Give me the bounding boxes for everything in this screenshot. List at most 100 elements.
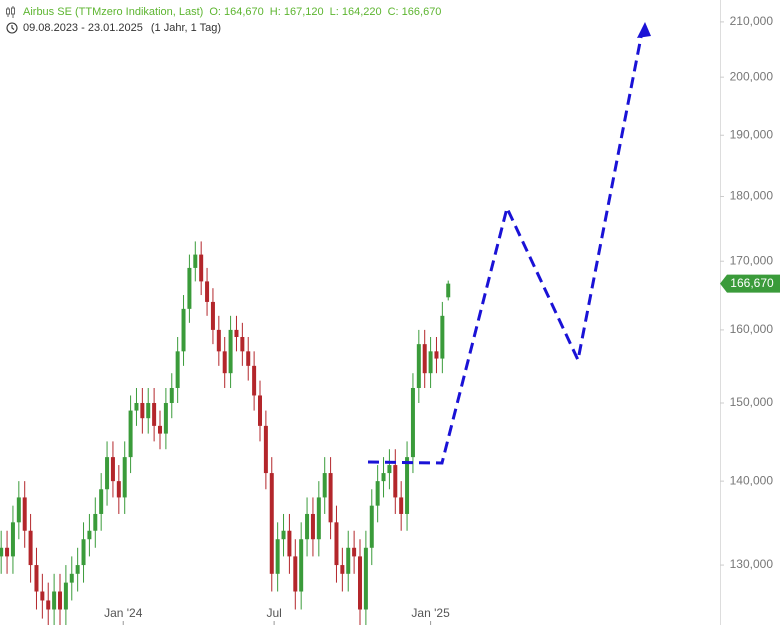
candle-body <box>269 473 274 574</box>
y-tick-label: 210,000 <box>730 14 774 28</box>
candle-body <box>63 582 68 610</box>
candle-body <box>334 522 339 566</box>
candle-body <box>287 530 292 557</box>
candle-body <box>375 481 380 506</box>
candle-body <box>16 497 21 523</box>
y-tick-label: 160,000 <box>730 322 774 336</box>
candle-body <box>116 481 121 498</box>
instrument-name: Airbus SE (TTMzero Indikation, Last) <box>23 6 203 18</box>
candle-body <box>281 530 286 540</box>
candle-body <box>193 254 198 268</box>
candle-body <box>328 473 333 523</box>
quote-value: O: 164,670 <box>209 6 263 18</box>
candle-body <box>363 547 368 610</box>
quote-value: H: 167,120 <box>270 6 324 18</box>
candle-body <box>216 329 221 352</box>
plot-area <box>0 241 451 625</box>
last-price-label: 166,670 <box>730 276 774 290</box>
candle-body <box>187 267 192 309</box>
date-range: 09.08.2023 - 23.01.2025 <box>23 22 143 34</box>
y-tick-label: 190,000 <box>730 127 774 141</box>
candle-body <box>422 344 427 374</box>
forecast-arrow <box>367 31 644 465</box>
candle-body <box>87 530 92 540</box>
candle-body <box>181 308 186 352</box>
candle-body <box>293 556 298 592</box>
candle-body <box>416 344 421 388</box>
candle-body <box>199 254 204 282</box>
candle-body <box>410 387 415 458</box>
candle-body <box>440 315 445 359</box>
candle-body <box>163 402 168 434</box>
last-price-badge <box>720 274 780 293</box>
candle-body <box>152 402 157 426</box>
candle-body <box>81 539 86 566</box>
candle-body <box>58 591 62 610</box>
candle-body <box>5 547 10 557</box>
y-tick-label: 200,000 <box>730 69 774 83</box>
candle-body <box>258 395 262 426</box>
forecast-arrowhead <box>637 22 651 38</box>
candle-body <box>393 465 398 498</box>
candle-body <box>69 573 74 583</box>
x-tick-label: Jan '25 <box>411 606 450 620</box>
candle-body <box>146 402 151 419</box>
period: (1 Jahr, 1 Tag) <box>151 22 221 34</box>
candle-body <box>222 351 227 374</box>
candle-body <box>234 329 239 337</box>
candle-body <box>75 565 80 574</box>
candle-body <box>387 465 392 474</box>
candle-body <box>158 425 162 434</box>
candle-body <box>434 351 439 359</box>
candle-body <box>446 283 451 298</box>
candle-body <box>22 497 27 531</box>
y-tick-label: 140,000 <box>730 473 774 487</box>
candle-body <box>275 539 280 574</box>
clock-icon <box>6 22 18 34</box>
candle-body <box>405 457 410 514</box>
candle-body <box>240 336 245 352</box>
candle-body <box>369 505 374 548</box>
quote-value: C: 166,670 <box>388 6 442 18</box>
candle-body <box>128 410 133 458</box>
candle-body <box>399 497 404 514</box>
candle-body <box>310 513 315 540</box>
candle-body <box>358 556 362 610</box>
candle-body <box>99 489 104 514</box>
candle-body <box>122 457 127 498</box>
x-tick-label: Jul <box>266 606 281 620</box>
y-tick-label: 170,000 <box>730 253 774 267</box>
candle-body <box>105 457 110 490</box>
y-tick-label: 180,000 <box>730 189 774 203</box>
candle-body <box>252 365 257 396</box>
candle-body <box>299 539 304 592</box>
candle-body <box>169 387 174 403</box>
candle-body <box>428 351 433 374</box>
candle-body <box>263 425 268 474</box>
candle-body <box>228 329 233 374</box>
candle-body <box>40 591 45 601</box>
candle-body <box>210 301 215 330</box>
candle-body <box>10 522 15 557</box>
candle-body <box>305 513 310 540</box>
candle-body <box>352 547 357 557</box>
candle-body <box>46 600 51 610</box>
x-tick-label: Jan '24 <box>104 606 143 620</box>
y-tick-label: 130,000 <box>730 557 774 571</box>
candle-body <box>28 530 33 566</box>
chart-type-icon <box>6 6 15 18</box>
candle-body <box>175 351 180 388</box>
candle-body <box>34 565 39 592</box>
candle-body <box>381 473 386 482</box>
candle-body <box>246 351 251 366</box>
candle-body <box>0 547 4 557</box>
candle-body <box>316 497 321 540</box>
candle-body <box>134 402 139 411</box>
candle-body <box>322 473 327 498</box>
candle-body <box>93 513 98 531</box>
candle-body <box>340 565 345 574</box>
quote-value: L: 164,220 <box>330 6 382 18</box>
candle-body <box>140 402 145 419</box>
candle-body <box>52 591 57 610</box>
